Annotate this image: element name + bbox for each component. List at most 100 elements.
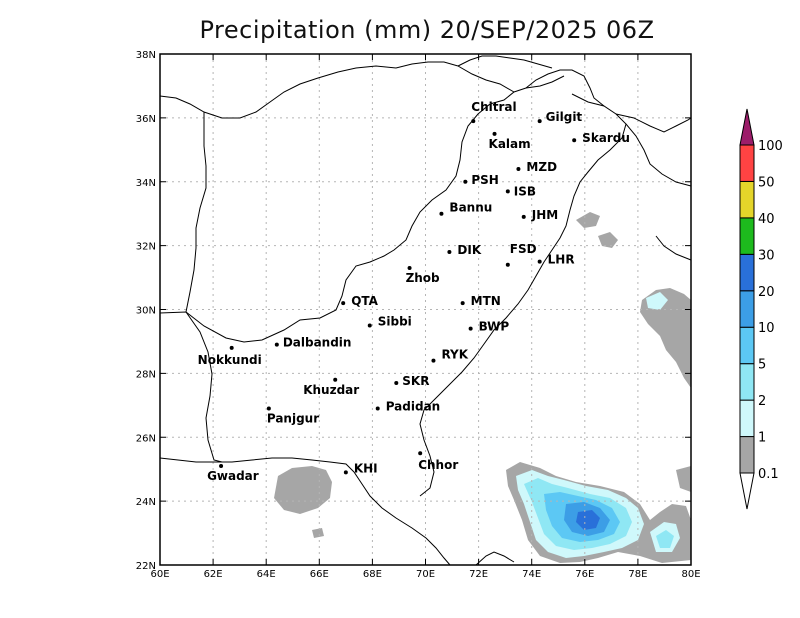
precip-area-1-2mm-north	[646, 292, 668, 310]
colorbar-segment	[739, 363, 755, 401]
country-borders	[159, 55, 692, 566]
precip-area-gray-small	[312, 528, 324, 538]
border-afghanistan-pakistan-north	[457, 65, 515, 93]
city-label: KHI	[354, 461, 378, 475]
city-marker	[492, 131, 497, 136]
city-label: JHM	[531, 208, 558, 222]
city-label: Kalam	[489, 137, 531, 151]
city-label: BWP	[479, 320, 510, 334]
lat-tick-label: 34N	[136, 178, 156, 189]
city-label: Chitral	[471, 100, 516, 114]
colorbar-label: 5	[758, 358, 766, 373]
city-label: QTA	[351, 294, 378, 308]
city-label: Skardu	[582, 131, 630, 145]
lat-tick-label: 36N	[136, 114, 156, 125]
city-markers: Chitral Gilgit Kalam Skardu MZD PSH ISB JHM Bann…	[198, 100, 630, 483]
colorbar-segment	[739, 399, 755, 438]
colorbar-label: 100	[758, 139, 783, 154]
lon-tick-label: 68E	[363, 569, 382, 580]
border-kashmir	[615, 113, 692, 133]
city-marker	[394, 380, 399, 385]
lon-tick-label: 66E	[310, 569, 329, 580]
colorbar-segment	[739, 180, 755, 219]
colorbar-label: 0.1	[758, 467, 779, 482]
city-label: Gilgit	[546, 110, 583, 124]
precip-area-20-30mm	[576, 510, 600, 530]
colorbar-label: 30	[758, 248, 775, 263]
city-label: PSH	[471, 173, 498, 187]
city-marker	[407, 265, 412, 270]
city-label: Gwadar	[207, 469, 259, 483]
precip-area-gray-kashmir-b	[598, 232, 618, 248]
lat-tick-label: 22N	[136, 561, 156, 572]
city-marker	[418, 451, 423, 456]
city-label: Zhob	[406, 271, 440, 285]
city-label: Khuzdar	[303, 383, 359, 397]
colorbar-segment	[739, 253, 755, 292]
city-marker	[229, 345, 234, 350]
city-marker	[367, 323, 372, 328]
city-label: Dalbandin	[283, 336, 352, 350]
city-marker	[266, 406, 271, 411]
coastline-india-west	[475, 551, 515, 566]
lon-tick-label: 70E	[416, 569, 435, 580]
city-marker	[471, 119, 476, 124]
city-marker	[537, 259, 542, 264]
city-marker	[505, 189, 510, 194]
border-pakistan-india	[419, 93, 627, 497]
colorbar-bottom-arrow	[739, 472, 755, 510]
latitude-axis: 22N 24N 26N 28N 30N 32N 34N 36N 38N	[136, 50, 691, 572]
city-marker	[468, 326, 473, 331]
lat-tick-label: 30N	[136, 306, 156, 317]
lon-tick-label: 62E	[204, 569, 223, 580]
colorbar-label: 50	[758, 175, 775, 190]
city-marker	[572, 138, 577, 143]
city-marker	[375, 406, 380, 411]
city-marker	[463, 179, 468, 184]
border-pakistan-iran-afghanistan	[159, 75, 565, 343]
city-label: DIK	[457, 243, 481, 257]
city-marker	[333, 377, 338, 382]
lon-tick-label: 60E	[150, 569, 169, 580]
city-label: Chhor	[418, 458, 458, 472]
precip-area-gray-far-east	[676, 466, 691, 492]
city-label: MZD	[526, 160, 557, 174]
city-marker	[274, 342, 279, 347]
colorbar-top-arrow	[739, 108, 755, 146]
lat-tick-label: 24N	[136, 497, 156, 508]
city-label: RYK	[441, 348, 468, 362]
border-iran-afghanistan	[185, 112, 207, 313]
lon-tick-label: 80E	[681, 569, 700, 580]
city-label: FSD	[510, 242, 537, 256]
city-label: ISB	[514, 184, 536, 198]
colorbar-segment	[739, 290, 755, 328]
coastline-makran	[159, 457, 451, 566]
lat-tick-label: 32N	[136, 242, 156, 253]
city-label: MTN	[471, 294, 501, 308]
city-label: Bannu	[449, 201, 492, 215]
city-label: SKR	[402, 374, 429, 388]
city-label: LHR	[548, 253, 575, 267]
lon-tick-label: 74E	[522, 569, 541, 580]
city-marker	[341, 301, 346, 306]
city-label: Sibbi	[378, 314, 412, 328]
city-label: Panjgur	[267, 412, 319, 426]
city-marker	[343, 470, 348, 475]
lon-tick-label: 78E	[628, 569, 647, 580]
precip-area-gray-arabian-sea	[274, 466, 332, 514]
longitude-axis: 60E 62E 64E 66E 68E 70E 72E 74E 76E 78E 80E	[150, 54, 701, 580]
city-marker	[505, 262, 510, 267]
precipitation-shading	[274, 212, 691, 563]
colorbar-segment	[739, 217, 755, 255]
lat-tick-label: 26N	[136, 433, 156, 444]
precip-area-gray-kashmir-a	[576, 212, 600, 228]
city-marker	[537, 119, 542, 124]
city-label: Padidan	[386, 400, 441, 414]
city-marker	[516, 166, 521, 171]
colorbar-segment	[739, 436, 755, 474]
lon-tick-label: 64E	[257, 569, 276, 580]
border-china-india	[625, 123, 692, 187]
city-marker	[460, 301, 465, 306]
colorbar-label: 1	[758, 431, 766, 446]
